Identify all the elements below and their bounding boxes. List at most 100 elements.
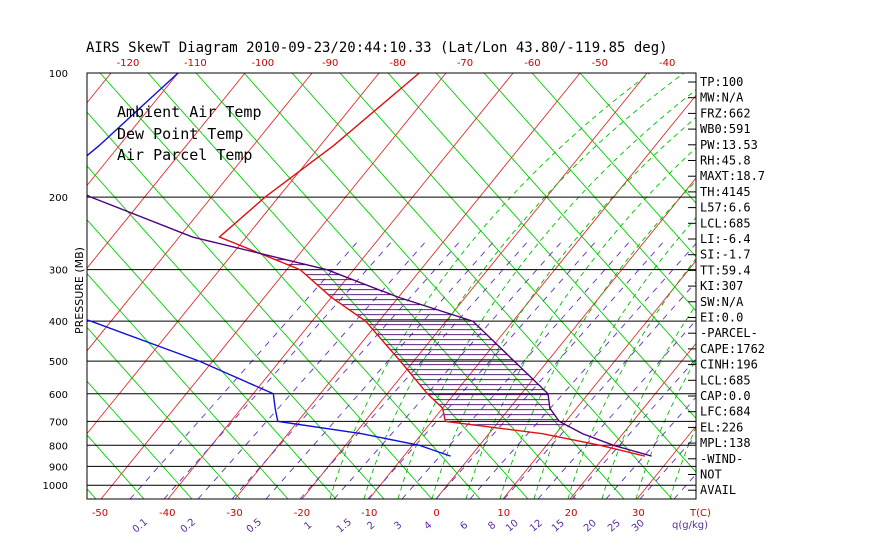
mixing-ratio-tick: 10	[504, 518, 521, 535]
index-item: CAPE:1762	[700, 342, 765, 356]
mixing-ratio-tick: 30	[630, 518, 647, 535]
moist-adiabat-line	[397, 89, 696, 499]
isotherm-line	[87, 73, 246, 269]
dry-adiabat-line	[87, 111, 433, 499]
dry-adiabat-line	[87, 272, 289, 499]
series-line-dewpoint	[87, 73, 451, 457]
moist-adiabat-line	[431, 117, 696, 499]
index-item: MAXT:18.7	[700, 169, 765, 183]
index-item: KI:307	[700, 279, 743, 293]
dry-adiabat-line	[531, 73, 696, 258]
index-item: TH:4145	[700, 185, 751, 199]
cape-hatching	[263, 254, 566, 426]
mixing-ratio-unit-label: q(g/kg)	[672, 520, 708, 531]
sounding-series	[87, 73, 652, 457]
index-item: SI:-1.7	[700, 248, 751, 262]
top-temp-tick: -100	[251, 58, 274, 69]
index-item: FRZ:662	[700, 106, 751, 120]
legend: Ambient Air Temp Dew Point Temp Air Parc…	[117, 103, 262, 164]
mixing-ratio-tick: 1	[302, 520, 314, 533]
pressure-tick-200: 200	[49, 193, 68, 204]
top-temp-tick: -110	[184, 58, 207, 69]
bottom-temperature-axis: -50 -40 -30 -20 -10 0 10 20 30	[92, 508, 645, 519]
mixing-ratio-line	[401, 238, 633, 499]
mixing-ratio-line	[163, 238, 395, 499]
legend-dewpoint: Dew Point Temp	[117, 125, 243, 143]
mixing-ratio-line	[571, 358, 696, 499]
top-temp-tick: -70	[457, 58, 473, 69]
moist-adiabat-line	[363, 73, 685, 499]
moist-adiabat-line	[465, 147, 696, 499]
dry-adiabat-line	[195, 73, 577, 499]
series-line-parcel	[87, 194, 652, 457]
bottom-temp-tick: -10	[361, 508, 377, 519]
mixing-ratio-line	[265, 238, 497, 499]
series-line-ambient	[218, 73, 646, 457]
mixing-ratio-tick: 3	[392, 520, 404, 533]
bottom-temp-tick: -30	[226, 508, 242, 519]
dry-adiabat-line	[483, 73, 696, 312]
isotherm-line	[87, 73, 313, 352]
index-item: EI:0.0	[700, 311, 743, 325]
index-item: NOT	[700, 468, 722, 482]
pressure-tick-700: 700	[49, 417, 68, 428]
isotherm-line	[301, 73, 648, 499]
mixing-ratio-tick: 0.5	[245, 517, 264, 536]
dry-adiabat-line	[387, 73, 696, 419]
dry-adiabat-line	[435, 73, 696, 366]
bottom-temp-tick: -40	[159, 508, 175, 519]
bottom-temp-tick: 20	[565, 508, 578, 519]
mixing-ratio-line	[197, 238, 429, 499]
pressure-tick-800: 800	[49, 441, 68, 452]
moist-adiabat-line	[329, 73, 651, 499]
moist-adiabat-line	[567, 258, 696, 499]
dry-adiabat-line	[99, 73, 481, 499]
top-temp-tick: -60	[524, 58, 540, 69]
mixing-ratio-axis: 0.1 0.2 0.5 1 1.5 2 3 4 6 8 10 12 15 20 25 30	[131, 517, 647, 536]
dry-adiabat-line	[87, 219, 337, 499]
isotherm-line	[234, 73, 581, 499]
index-item: CINH:196	[700, 358, 758, 372]
mixing-ratio-tick: 0.1	[131, 517, 150, 536]
mixing-ratio-tick: 4	[422, 520, 434, 533]
x-axis-unit-label: T(C)	[689, 508, 711, 519]
mixing-ratio-line	[367, 238, 599, 499]
pressure-tick-300: 300	[49, 266, 68, 277]
index-item: LCL:685	[700, 216, 751, 230]
isotherm-line	[771, 73, 870, 499]
top-temp-tick: -40	[659, 58, 675, 69]
mixing-ratio-tick: 20	[582, 518, 599, 535]
bottom-temp-tick: 30	[632, 508, 645, 519]
bottom-temp-tick: -20	[294, 508, 310, 519]
index-item: -WIND-	[700, 452, 743, 466]
top-temp-tick: -80	[389, 58, 405, 69]
mixing-ratio-tick: 0.2	[179, 517, 198, 536]
mixing-ratio-tick: 12	[528, 518, 545, 535]
pressure-tick-100: 100	[49, 69, 68, 80]
dry-adiabat-line	[0, 73, 48, 499]
mixing-ratio-line	[435, 238, 667, 499]
index-item: LCL:685	[700, 373, 751, 387]
index-item: SW:N/A	[700, 295, 744, 309]
pressure-tick-400: 400	[49, 317, 68, 328]
mixing-ratio-tick: 6	[458, 520, 470, 533]
mixing-ratio-line	[537, 319, 696, 499]
mixing-ratio-tick: 25	[606, 518, 623, 535]
index-item: LFC:684	[700, 405, 751, 419]
dry-adiabat-line	[243, 73, 625, 499]
pressure-tick-900: 900	[49, 462, 68, 473]
index-item: RH:45.8	[700, 154, 751, 168]
mixing-ratio-line	[231, 238, 463, 499]
dry-adiabat-line	[87, 326, 241, 499]
index-item: TP:100	[700, 75, 743, 89]
bottom-temp-tick: 0	[433, 508, 439, 519]
legend-parcel: Air Parcel Temp	[117, 146, 252, 164]
moist-adiabat-line	[499, 180, 696, 499]
isotherm-line	[502, 260, 696, 499]
chart-title: AIRS SkewT Diagram 2010-09-23/20:44:10.3…	[86, 40, 668, 56]
mixing-ratio-line	[129, 238, 361, 499]
index-item: MW:N/A	[700, 91, 744, 105]
top-temperature-axis: -120 -110 -100 -90 -80 -70 -60 -50 -40	[117, 58, 676, 69]
index-item: WB0:591	[700, 122, 751, 136]
